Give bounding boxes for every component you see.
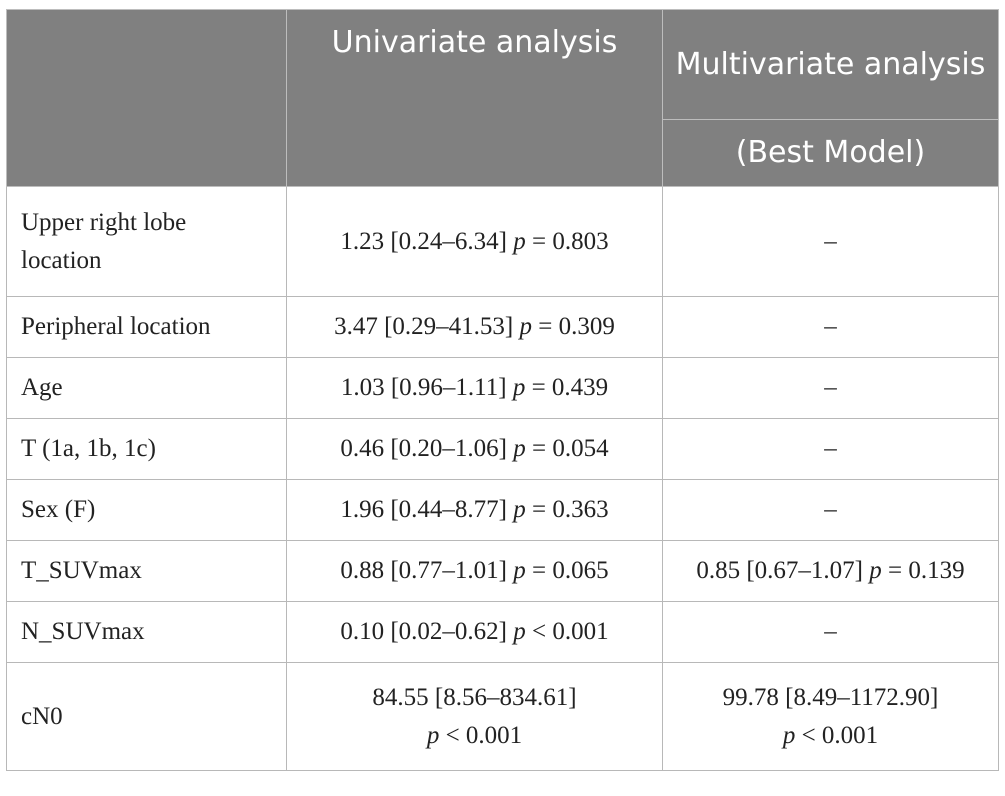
multivariate-cell: 0.85 [0.67–1.07] p = 0.139 — [662, 540, 999, 602]
univariate-cell: 1.23 [0.24–6.34] p = 0.803 — [286, 186, 663, 297]
multivariate-cell: – — [662, 357, 999, 419]
multivariate-cell: 99.78 [8.49–1172.90] p < 0.001 — [662, 662, 999, 771]
table-row: Upper right lobe location 1.23 [0.24–6.3… — [6, 186, 999, 297]
table-row: N_SUVmax 0.10 [0.02–0.62] p < 0.001 – — [6, 601, 999, 663]
multivariate-cell: – — [662, 479, 999, 541]
multivariate-cell: – — [662, 601, 999, 663]
row-label: cN0 — [6, 662, 287, 771]
univariate-cell: 0.46 [0.20–1.06] p = 0.054 — [286, 418, 663, 480]
row-label: Sex (F) — [6, 479, 287, 541]
multivariate-cell: – — [662, 186, 999, 297]
table-row: Age 1.03 [0.96–1.11] p = 0.439 – — [6, 357, 999, 419]
univariate-cell: 0.88 [0.77–1.01] p = 0.065 — [286, 540, 663, 602]
header-multivariate: Multivariate analysis — [662, 9, 999, 120]
row-label: T (1a, 1b, 1c) — [6, 418, 287, 480]
header-univariate: Univariate analysis — [286, 9, 663, 187]
results-table: Univariate analysis Multivariate analysi… — [6, 9, 999, 771]
multivariate-cell: – — [662, 296, 999, 358]
univariate-cell: 1.96 [0.44–8.77] p = 0.363 — [286, 479, 663, 541]
univariate-cell: 84.55 [8.56–834.61] p < 0.001 — [286, 662, 663, 771]
univariate-cell: 3.47 [0.29–41.53] p = 0.309 — [286, 296, 663, 358]
table-row: Sex (F) 1.96 [0.44–8.77] p = 0.363 – — [6, 479, 999, 541]
row-label: Age — [6, 357, 287, 419]
table-row: T_SUVmax 0.88 [0.77–1.01] p = 0.065 0.85… — [6, 540, 999, 602]
row-label: T_SUVmax — [6, 540, 287, 602]
univariate-cell: 1.03 [0.96–1.11] p = 0.439 — [286, 357, 663, 419]
table-row: Peripheral location 3.47 [0.29–41.53] p … — [6, 296, 999, 358]
header-best-model: (Best Model) — [662, 119, 999, 187]
row-label: Peripheral location — [6, 296, 287, 358]
table-row: cN0 84.55 [8.56–834.61] p < 0.001 99.78 [… — [6, 662, 999, 771]
row-label: Upper right lobe location — [6, 186, 287, 297]
univariate-cell: 0.10 [0.02–0.62] p < 0.001 — [286, 601, 663, 663]
header-corner-cell — [6, 9, 287, 187]
row-label: N_SUVmax — [6, 601, 287, 663]
table-row: T (1a, 1b, 1c) 0.46 [0.20–1.06] p = 0.05… — [6, 418, 999, 480]
multivariate-cell: – — [662, 418, 999, 480]
